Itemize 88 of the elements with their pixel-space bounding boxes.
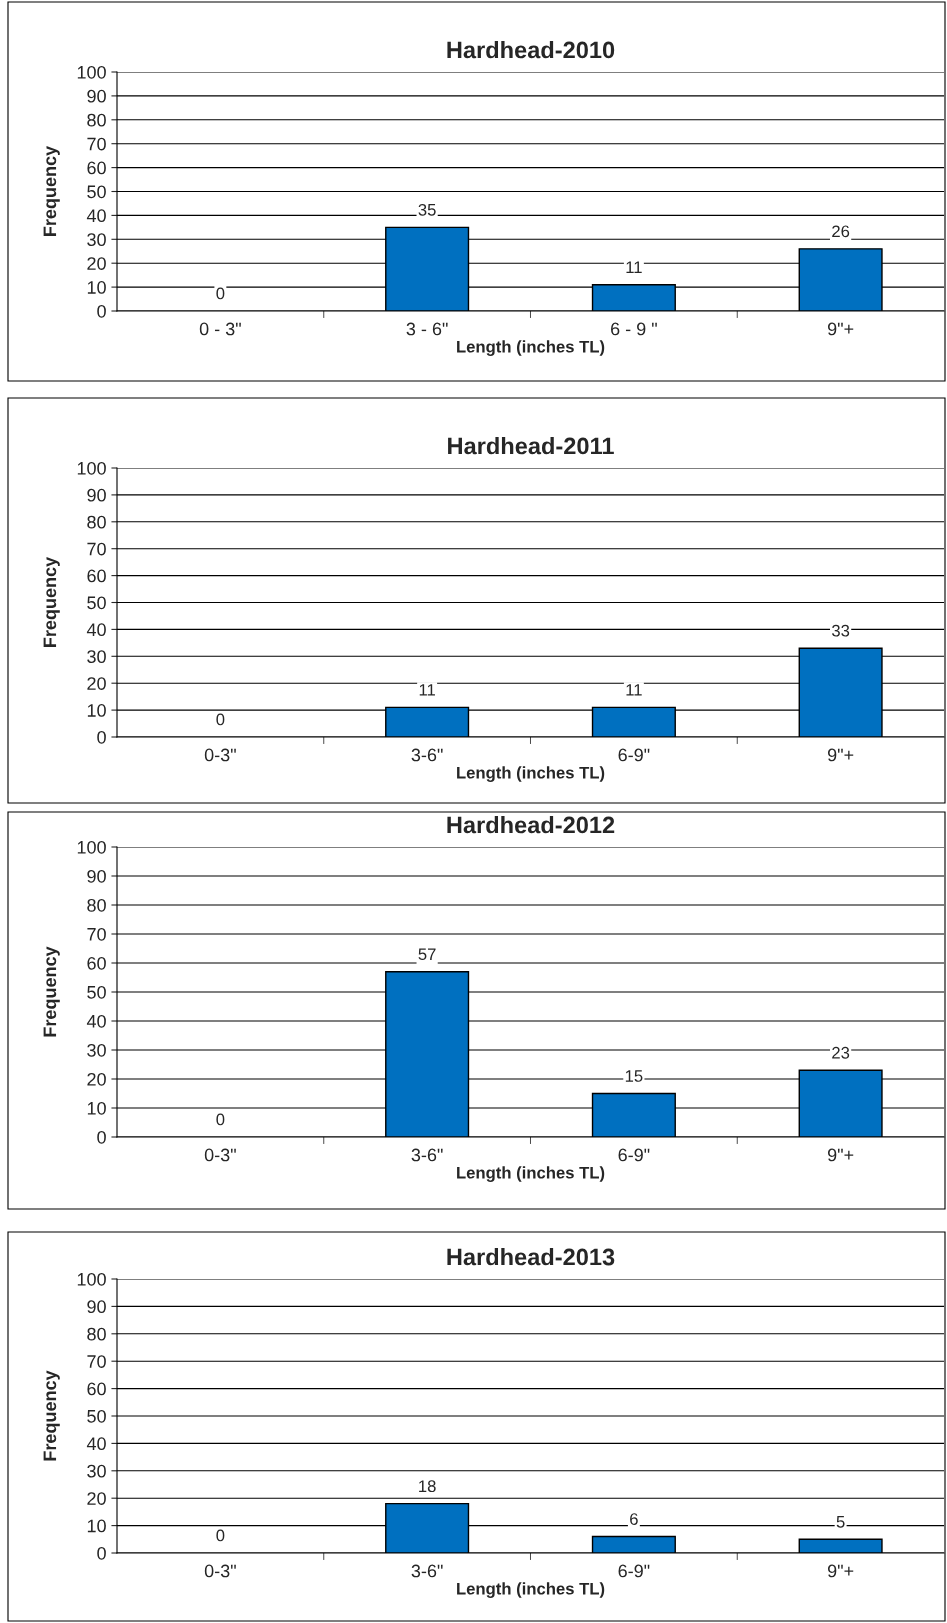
y-tick-label: 80 — [87, 515, 106, 529]
x-tick-label: 0-3" — [204, 1148, 236, 1162]
y-tick-label: 90 — [87, 488, 106, 502]
data-label: 11 — [626, 261, 642, 273]
y-tick-label: 100 — [77, 461, 106, 475]
x-tick-label: 0 - 3" — [199, 322, 241, 336]
x-tick-label: 9"+ — [827, 322, 854, 336]
chart-title: Hardhead-2011 — [448, 437, 614, 455]
data-label: 26 — [832, 225, 850, 238]
x-axis-title: Length (inches TL) — [457, 766, 605, 782]
y-tick-label: 10 — [87, 1101, 106, 1115]
y-tick-label: 60 — [87, 956, 106, 970]
y-tick-label: 30 — [87, 1043, 106, 1057]
y-tick-label: 50 — [87, 596, 106, 610]
chart-title: Hardhead-2010 — [447, 41, 615, 59]
y-tick-label: 30 — [87, 1464, 106, 1478]
y-tick-label: 70 — [87, 927, 106, 941]
y-tick-label: 60 — [87, 1382, 106, 1396]
data-label: 0 — [216, 1529, 225, 1542]
y-tick-label: 60 — [87, 161, 106, 175]
y-tick-label: 30 — [87, 233, 106, 247]
data-label: 0 — [216, 287, 225, 300]
y-tick-label: 0 — [97, 1546, 106, 1560]
data-label: 15 — [625, 1070, 643, 1082]
y-tick-label: 10 — [87, 704, 106, 717]
y-tick-label: 100 — [77, 65, 106, 79]
y-axis-title: Frequency — [43, 145, 60, 236]
y-tick-label: 80 — [87, 898, 106, 912]
data-label: 11 — [626, 684, 642, 696]
y-tick-label: 80 — [87, 1327, 106, 1341]
data-label: 6 — [630, 1513, 638, 1525]
y-tick-label: 20 — [87, 1492, 106, 1505]
y-tick-label: 80 — [87, 113, 106, 127]
y-tick-label: 40 — [86, 623, 106, 637]
y-axis-title: Frequency — [43, 1370, 60, 1461]
x-tick-label: 9"+ — [827, 748, 854, 762]
y-tick-label: 20 — [87, 257, 106, 270]
x-tick-label: 6 - 9 " — [611, 322, 657, 336]
y-tick-label: 90 — [87, 1300, 106, 1314]
data-label: 5 — [836, 1516, 845, 1528]
y-tick-label: 100 — [77, 1272, 106, 1286]
x-tick-label: 0-3" — [204, 1564, 236, 1578]
y-tick-label: 20 — [87, 1072, 106, 1086]
data-label: 33 — [831, 624, 850, 637]
x-axis-title: Length (inches TL) — [457, 1582, 605, 1598]
x-tick-label: 9"+ — [827, 1148, 854, 1162]
y-tick-label: 10 — [87, 1519, 106, 1533]
y-axis-title: Frequency — [43, 556, 60, 647]
chart-title: Hardhead-2013 — [447, 1248, 615, 1266]
x-axis-title: Length (inches TL) — [457, 1166, 605, 1182]
x-tick-label: 9"+ — [827, 1564, 854, 1578]
y-tick-label: 60 — [87, 569, 106, 583]
y-tick-label: 0 — [97, 1130, 106, 1144]
y-tick-label: 50 — [87, 185, 106, 199]
chart-title: Hardhead-2012 — [447, 816, 615, 834]
y-tick-label: 40 — [86, 209, 106, 223]
x-tick-label: 6-9" — [618, 1564, 650, 1578]
x-tick-label: 0-3" — [204, 748, 236, 762]
y-axis-title: Frequency — [43, 946, 60, 1037]
y-tick-label: 70 — [87, 1355, 106, 1368]
y-tick-label: 20 — [87, 677, 106, 690]
y-tick-label: 50 — [87, 985, 106, 999]
x-tick-label: 3-6" — [411, 1148, 443, 1162]
x-tick-label: 3-6" — [411, 1564, 443, 1578]
y-tick-label: 100 — [77, 840, 106, 854]
data-label: 23 — [832, 1046, 850, 1059]
data-label: 35 — [418, 203, 436, 216]
x-tick-label: 3-6" — [411, 748, 443, 762]
y-tick-label: 70 — [87, 542, 106, 556]
y-tick-label: 90 — [87, 869, 106, 883]
y-tick-label: 10 — [87, 281, 106, 294]
data-label: 0 — [216, 1113, 225, 1126]
data-label: 0 — [216, 713, 225, 726]
y-tick-label: 30 — [87, 650, 106, 664]
y-tick-label: 40 — [86, 1437, 106, 1451]
data-label: 57 — [418, 948, 436, 961]
y-tick-label: 90 — [87, 89, 106, 103]
x-tick-label: 6-9" — [618, 1148, 650, 1162]
data-label: 11 — [419, 684, 435, 696]
y-tick-label: 0 — [97, 304, 106, 318]
x-axis-title: Length (inches TL) — [457, 340, 605, 356]
y-tick-label: 70 — [87, 137, 106, 151]
x-tick-label: 6-9" — [618, 748, 650, 762]
y-tick-label: 50 — [87, 1409, 106, 1423]
data-label: 18 — [419, 1480, 436, 1493]
y-tick-label: 40 — [86, 1014, 106, 1028]
y-tick-label: 0 — [97, 730, 106, 744]
x-tick-label: 3 - 6" — [406, 322, 448, 336]
